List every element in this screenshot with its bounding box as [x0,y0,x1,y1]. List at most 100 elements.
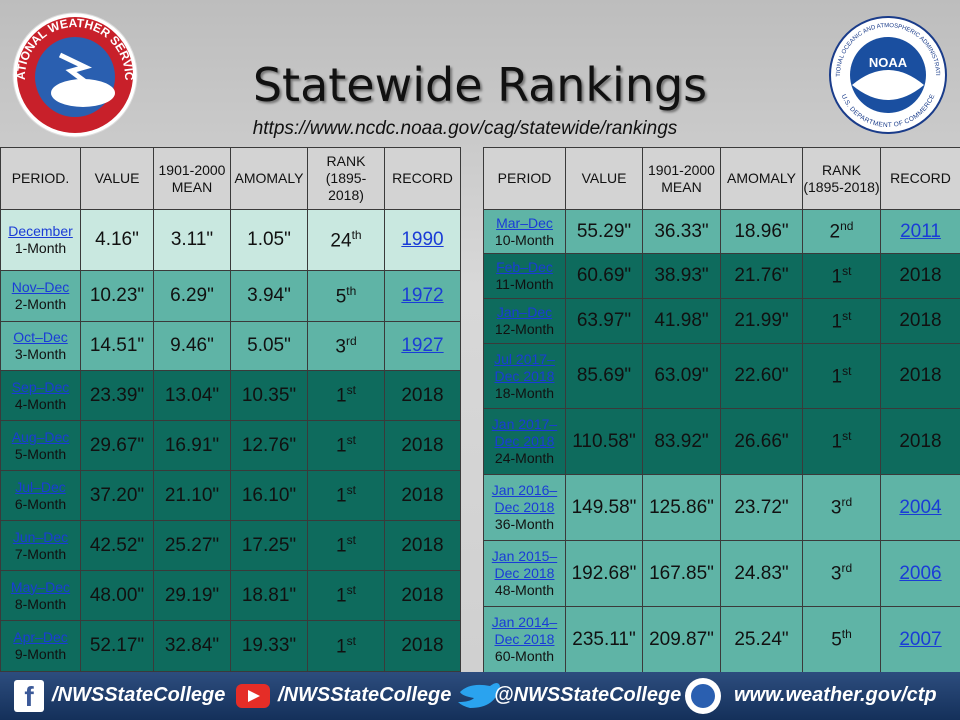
period-cell: Apr–Dec 9-Month [0,620,81,672]
record[interactable]: 1990 [401,229,444,250]
record[interactable]: 2011 [900,220,941,242]
row: December 1-Month 4.16" 3.11" 1.05" 24th 1990 [0,209,461,271]
rank: 1 [831,431,843,453]
period-link[interactable]: Jan 2016–Dec 2018 [491,482,558,515]
period-link[interactable]: Apr–Dec [13,629,68,645]
value-cell: 42.52" [80,520,154,571]
rank-suffix: nd [840,219,854,234]
noaa-logo-name: NOAA [869,55,908,70]
mean-cell: 16.91" [153,420,231,471]
column-header: PERIOD [483,147,566,210]
rank: 1 [831,366,843,388]
rank-cell: 3rd [802,474,881,541]
value-cell: 10.23" [80,270,154,322]
record: 2018 [401,484,444,506]
record[interactable]: 1927 [401,335,444,356]
period-months: 9-Month [14,646,67,662]
rank: 1 [831,311,843,333]
period-cell: Jan 2014–Dec 2018 60-Month [483,606,566,673]
row: Jan 2014–Dec 2018 60-Month 235.11" 209.87" 2… [483,606,960,673]
footer-icons: f [14,678,721,714]
rank-cell: 1st [307,470,385,521]
record[interactable]: 2007 [899,628,942,650]
rank: 1 [336,385,347,407]
period-cell: Sep–Dec 4-Month [0,370,81,421]
record-cell: 2018 [384,570,461,621]
value-cell: 60.69" [565,253,643,299]
period-link[interactable]: December [8,223,73,239]
mean-cell: 9.46" [153,321,231,371]
mean-cell: 41.98" [642,298,721,344]
period-link[interactable]: Aug–Dec [11,428,70,445]
rank-cell: 5th [802,606,881,673]
period-link[interactable]: May–Dec [10,578,71,595]
title: Statewide Rankings [252,58,708,112]
period-months: 4-Month [14,395,67,412]
record: 2018 [401,534,444,556]
period-cell: Jan 2017–Dec 2018 24-Month [483,408,566,475]
record: 2018 [401,384,444,406]
website: www.weather.gov/ctp [734,684,937,706]
rank-cell: 5th [307,270,385,322]
rank-suffix: st [346,583,356,598]
period-link[interactable]: Jan 2015–Dec 2018 [491,548,558,581]
anomaly-cell: 21.76" [720,253,803,299]
record-cell: 2018 [384,470,461,521]
header-row: PERIOD VALUE 1901-2000 MEAN AMOMALY RANK (18… [483,147,960,210]
column-header: 1901-2000 MEAN [153,147,231,210]
record: 2018 [401,434,444,456]
nws-logo: NATIONAL WEATHER SERVICE [5,5,138,138]
rank: 3 [830,563,842,585]
period-months: 5-Month [14,445,67,462]
anomaly-cell: 23.72" [720,474,803,541]
record[interactable]: 1972 [401,285,444,306]
period-months: 48-Month [494,582,555,598]
record: 2018 [401,584,444,606]
period-link[interactable]: Sep–Dec [11,378,70,395]
period-link[interactable]: Jan–Dec [496,304,553,320]
record-cell: 2018 [384,420,461,471]
period-link[interactable]: Jan 2017–Dec 2018 [491,416,558,449]
record[interactable]: 2004 [899,496,942,518]
period-link[interactable]: Jul–Dec [15,478,66,495]
period-link[interactable]: Mar–Dec [496,214,553,231]
mean-cell: 32.84" [153,620,231,672]
period-months: 8-Month [14,595,67,612]
rank-suffix: rd [841,561,853,576]
rank: 3 [335,336,346,358]
period-link[interactable]: Nov–Dec [11,279,70,295]
mean-cell: 21.10" [153,470,231,521]
row: Jan 2017–Dec 2018 24-Month 110.58" 83.92" 26… [483,408,960,475]
mean-cell: 25.27" [153,520,231,571]
period-months: 60-Month [494,648,555,664]
period-months: 7-Month [14,545,67,562]
rank: 1 [831,266,843,288]
value-cell: 52.17" [80,620,154,672]
record[interactable]: 2006 [899,562,942,584]
period-link[interactable]: Jul 2017–Dec 2018 [494,350,555,384]
period-link[interactable]: Jan 2014–Dec 2018 [491,614,558,647]
row: Apr–Dec 9-Month 52.17" 32.84" 19.33" 1st 2018 [0,620,461,672]
anomaly-cell: 18.96" [720,209,803,254]
period-link[interactable]: Oct–Dec [13,329,68,345]
rank: 2 [829,221,841,243]
rank-suffix: st [842,429,852,444]
rank-cell: 1st [802,408,881,475]
rank-suffix: st [842,363,852,378]
period-link[interactable]: Feb–Dec [496,259,553,275]
header-row: PERIOD. VALUE 1901-2000 MEAN AMOMALY RANK (1… [0,147,461,210]
rank-suffix: th [841,627,852,642]
anomaly-cell: 12.76" [230,420,308,471]
anomaly-cell: 19.33" [230,620,308,672]
rank-cell: 1st [802,343,881,409]
column-header: RANK (1895-2018) [307,147,385,210]
rank-cell: 2nd [802,209,881,254]
anomaly-cell: 18.81" [230,570,308,621]
period-cell: Jan–Dec 12-Month [483,298,566,344]
row: Jun–Dec 7-Month 42.52" 25.27" 17.25" 1st 2018 [0,520,461,571]
column-header: AMOMALY [720,147,803,210]
period-link[interactable]: Jun–Dec [12,528,69,545]
rank: 1 [336,485,347,507]
record-cell: 2018 [384,370,461,421]
